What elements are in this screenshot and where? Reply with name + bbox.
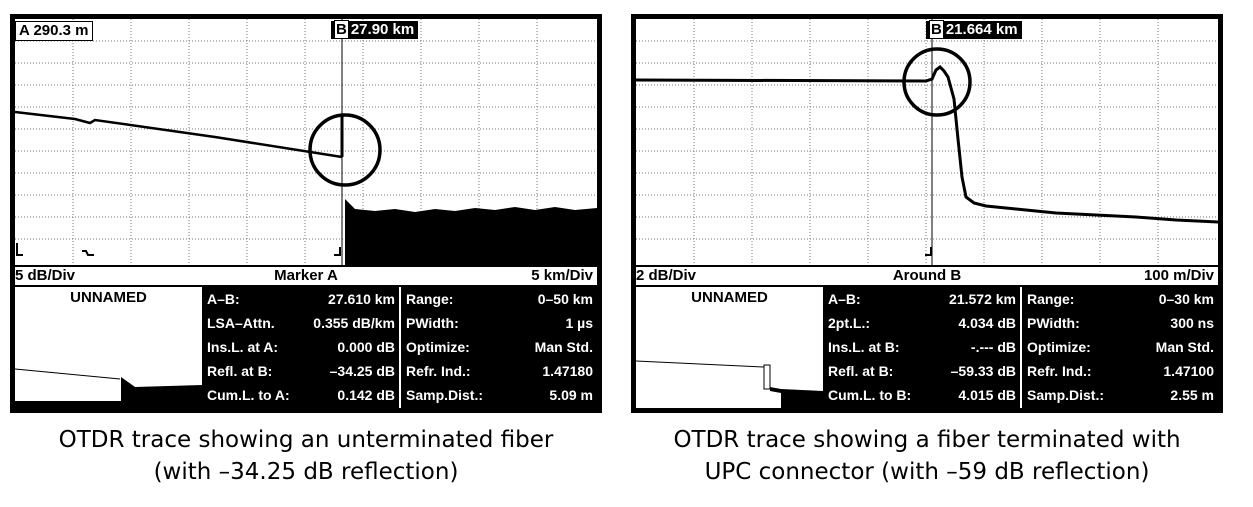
param-row: Range: 0–50 km: [406, 291, 593, 307]
display-mode: Marker A: [274, 267, 338, 284]
caption-line: OTDR trace showing a fiber terminated wi…: [673, 427, 1181, 453]
param-row: Cum.L. to B: 4.015 dB: [828, 387, 1016, 403]
marker-b-label: B 21.664 km: [926, 20, 1022, 39]
trace-plot: [15, 19, 597, 265]
otdr-screen-unterminated: A 290.3 m B 27.90 km 5 dB/Div Marker A 5 …: [10, 14, 602, 413]
marker-a-label: A 290.3 m: [15, 21, 93, 41]
overview-thumbnail: UNNAMED: [636, 287, 823, 408]
info-area: UNNAMED A–B: 27.610 km LSA–Attn. 0.355 dB/…: [15, 287, 597, 408]
param-row: Optimize: Man Std.: [406, 339, 593, 355]
param-row: Ins.L. at A: 0.000 dB: [207, 339, 395, 355]
param-row: PWidth: 300 ns: [1027, 315, 1214, 331]
status-bar: 5 dB/Div Marker A 5 km/Div: [15, 265, 597, 287]
param-row: Refr. Ind.: 1.47180: [406, 363, 593, 379]
trace-line: [636, 65, 1218, 224]
param-row: Optimize: Man Std.: [1027, 339, 1214, 355]
param-row: Samp.Dist.: 2.55 m: [1027, 387, 1214, 403]
param-row: Range: 0–30 km: [1027, 291, 1214, 307]
noise-floor: [345, 199, 597, 265]
param-row: Samp.Dist.: 5.09 m: [406, 387, 593, 403]
highlight-circle: [902, 47, 972, 117]
caption-upc-terminated: OTDR trace showing a fiber terminated wi…: [627, 424, 1227, 488]
trace-plot: [636, 19, 1218, 265]
params-col-marker: A–B: 21.572 km 2pt.L.: 4.034 dB Ins.L. at …: [823, 287, 1022, 408]
trace-name: UNNAMED: [691, 289, 768, 306]
vertical-scale: 2 dB/Div: [636, 267, 697, 284]
param-row: Ins.L. at B: -.--- dB: [828, 339, 1016, 355]
horizontal-scale: 5 km/Div: [531, 267, 593, 284]
param-row: PWidth: 1 µs: [406, 315, 593, 331]
param-row: A–B: 27.610 km: [207, 291, 395, 307]
display-mode: Around B: [892, 267, 962, 284]
otdr-screen-upc-terminated: B 21.664 km 2 dB/Div Around B 100 m/Div U…: [631, 14, 1223, 413]
trace-line: [15, 110, 343, 159]
info-area: UNNAMED A–B: 21.572 km 2pt.L.: 4.034 dB In…: [636, 287, 1218, 408]
caption-line: (with –34.25 dB reflection): [153, 459, 459, 485]
caption-line: OTDR trace showing an unterminated fiber: [58, 427, 554, 453]
param-row: Cum.L. to A: 0.142 dB: [207, 387, 395, 403]
param-row: Refl. at B: –34.25 dB: [207, 363, 395, 379]
param-row: Refl. at B: –59.33 dB: [828, 363, 1016, 379]
caption-unterminated: OTDR trace showing an unterminated fiber…: [6, 424, 606, 488]
status-bar: 2 dB/Div Around B 100 m/Div: [636, 265, 1218, 287]
otdr-display: A 290.3 m B 27.90 km 5 dB/Div Marker A 5 …: [15, 19, 597, 408]
param-row: 2pt.L.: 4.034 dB: [828, 315, 1016, 331]
caption-line: UPC connector (with –59 dB reflection): [704, 459, 1150, 485]
param-row: LSA–Attn. 0.355 dB/km: [207, 315, 395, 331]
param-row: Refr. Ind.: 1.47100: [1027, 363, 1214, 379]
params-col-settings: Range: 0–30 km PWidth: 300 ns Optimize: Man…: [1022, 287, 1218, 408]
measurement-params: A–B: 21.572 km 2pt.L.: 4.034 dB Ins.L. at …: [823, 287, 1218, 408]
params-col-settings: Range: 0–50 km PWidth: 1 µs Optimize: Man S…: [401, 287, 597, 408]
horizontal-scale: 100 m/Div: [1143, 267, 1214, 284]
trace-name: UNNAMED: [70, 289, 147, 306]
overview-thumbnail: UNNAMED: [15, 287, 202, 408]
params-col-marker: A–B: 27.610 km LSA–Attn. 0.355 dB/km Ins.L…: [202, 287, 401, 408]
vertical-scale: 5 dB/Div: [15, 267, 76, 284]
measurement-params: A–B: 27.610 km LSA–Attn. 0.355 dB/km Ins.L…: [202, 287, 597, 408]
highlight-circle: [308, 113, 382, 187]
otdr-display: B 21.664 km 2 dB/Div Around B 100 m/Div U…: [636, 19, 1218, 408]
marker-b-label: B 27.90 km: [331, 20, 419, 39]
param-row: A–B: 21.572 km: [828, 291, 1016, 307]
